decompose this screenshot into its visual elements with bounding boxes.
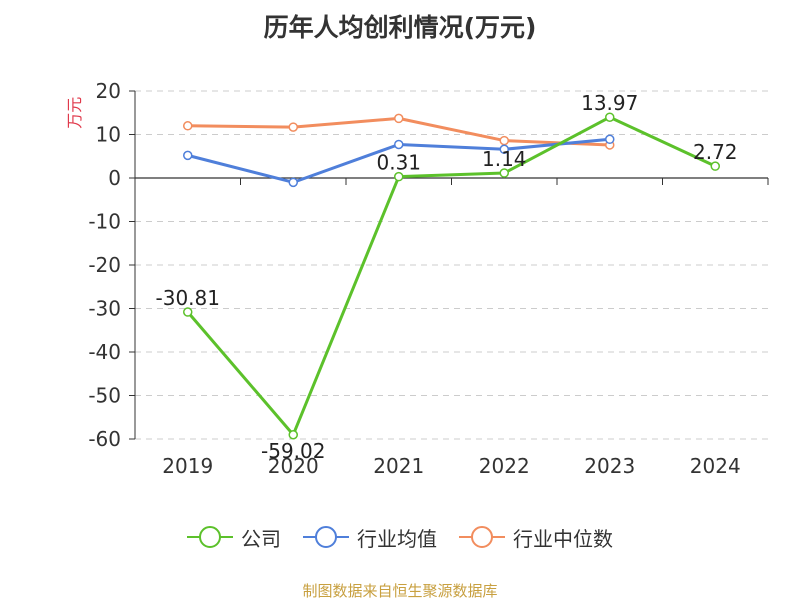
data-point — [183, 121, 193, 131]
y-tick-label: -50 — [88, 384, 121, 408]
data-point — [394, 113, 404, 124]
data-point — [288, 122, 298, 132]
legend: 公司 行业均值 行业中位数 — [0, 522, 800, 552]
data-point — [183, 307, 193, 317]
y-tick-label: -10 — [88, 210, 121, 234]
x-tick-label: 2021 — [373, 454, 424, 478]
data-point — [499, 135, 509, 146]
data-label: 1.14 — [482, 147, 527, 171]
legend-label: 行业均值 — [357, 526, 437, 551]
y-tick-label: -40 — [88, 340, 121, 364]
source-note: 制图数据来自恒生聚源数据库 — [302, 582, 498, 600]
legend-line-marker-icon — [303, 526, 349, 548]
x-tick-label: 2020 — [268, 454, 319, 478]
data-label: 0.31 — [376, 151, 421, 175]
x-tick-label: 2024 — [690, 454, 741, 478]
data-label: -59.02 — [261, 439, 325, 463]
axes: 20 10 0 -10 -20 -30 -40 -50 -60 2019 2020 2021 2022 2… — [65, 79, 769, 478]
y-tick-label: -60 — [88, 427, 121, 451]
legend-label: 公司 — [241, 526, 281, 551]
data-point — [288, 429, 298, 440]
data-point — [499, 144, 509, 155]
x-tick-label: 2019 — [162, 454, 213, 478]
legend-label: 行业中位数 — [513, 526, 613, 551]
data-point — [499, 168, 509, 178]
x-tick-label: 2022 — [479, 454, 530, 478]
y-tick-label: 10 — [96, 123, 121, 147]
legend-item-1[interactable]: 行业均值 — [303, 523, 437, 552]
y-tick-label: -30 — [88, 297, 121, 321]
series-lines — [183, 112, 720, 440]
data-label: 2.72 — [693, 140, 738, 164]
data-point — [183, 150, 193, 161]
data-point — [288, 177, 298, 188]
data-point — [605, 134, 615, 145]
data-point — [605, 112, 615, 122]
data-point — [394, 139, 404, 150]
legend-line-marker-icon — [459, 526, 505, 548]
series-line-0 — [186, 115, 716, 437]
y-tick-label: -20 — [88, 253, 121, 277]
grid-lines — [135, 90, 768, 440]
legend-item-0[interactable]: 公司 — [187, 523, 281, 552]
y-axis-title: 万元 — [65, 97, 84, 129]
data-point — [394, 171, 404, 182]
data-point — [710, 161, 720, 171]
data-label: 13.97 — [581, 91, 638, 115]
y-tick-label: 0 — [108, 166, 121, 190]
legend-line-marker-icon — [187, 526, 233, 548]
chart-title: 历年人均创利情况(万元) — [263, 13, 537, 42]
data-labels: -30.81 -59.02 0.31 1.14 13.97 2.72 — [156, 91, 738, 463]
data-label: -30.81 — [156, 286, 220, 310]
x-tick-label: 2023 — [584, 454, 635, 478]
legend-item-2[interactable]: 行业中位数 — [459, 523, 613, 552]
y-tick-label: 20 — [96, 79, 121, 103]
